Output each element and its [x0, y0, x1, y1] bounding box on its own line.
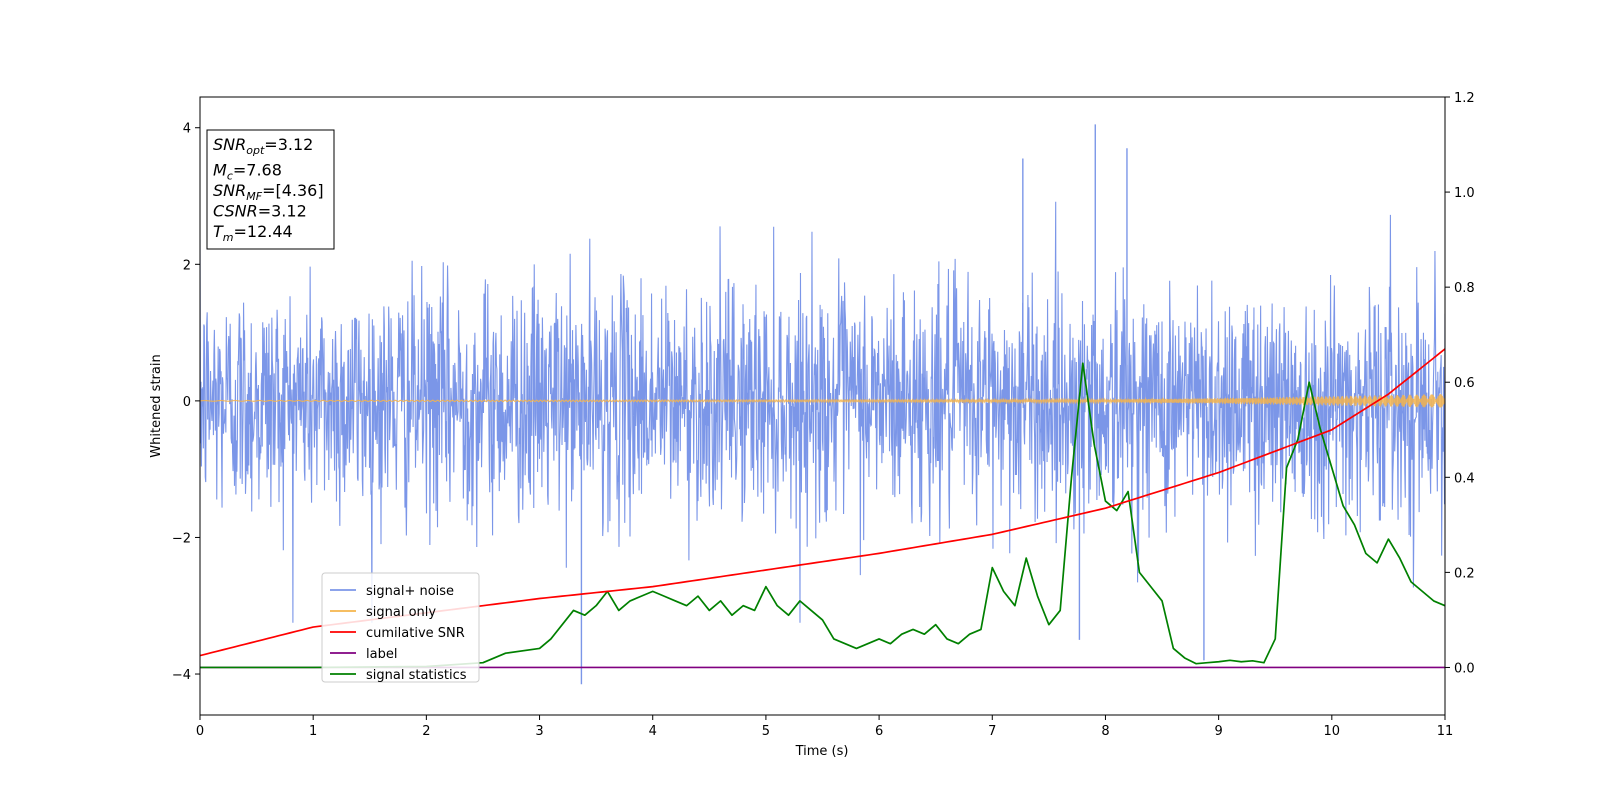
- series-signal-only: [200, 394, 1445, 408]
- y2-tick-label: 0.6: [1454, 376, 1475, 391]
- y-axis-right: 1.2 1.0 0.8 0.6 0.4 0.2 0.0: [1445, 91, 1475, 676]
- y-tick-label: 4: [183, 122, 191, 137]
- x-tick-label: 7: [988, 724, 996, 739]
- y2-tick-label: 0.2: [1454, 566, 1475, 581]
- x-tick-label: 3: [535, 724, 543, 739]
- x-tick-label: 10: [1324, 724, 1341, 739]
- y-tick-label: −2: [172, 531, 191, 546]
- x-tick-label: 1: [309, 724, 317, 739]
- annotation-box: SNRopt=3.12 Mc=7.68SNRMF=[4.36]CSNR=3.12T…: [206, 129, 335, 250]
- annotation-line: CSNR=3.12: [213, 202, 307, 221]
- y2-tick-label: 0.0: [1454, 661, 1475, 676]
- series-signal-noise: [200, 201, 1445, 623]
- x-tick-label: 9: [1214, 724, 1222, 739]
- legend-label: signal statistics: [366, 668, 467, 683]
- x-tick-label: 6: [875, 724, 883, 739]
- x-tick-label: 11: [1437, 724, 1454, 739]
- x-axis-label: Time (s): [795, 744, 849, 759]
- annotation-line: SNRMF=[4.36]: [213, 181, 324, 203]
- y-axis-left: 4 2 0 −2 −4: [172, 122, 200, 683]
- annotation-line: Mc=7.68: [213, 161, 282, 183]
- x-tick-label: 4: [649, 724, 657, 739]
- x-axis: 0 1 2 3 4 5 6 7 8 9 10 11: [196, 715, 1453, 739]
- y2-tick-label: 1.2: [1454, 91, 1475, 106]
- legend-label: cumilative SNR: [366, 626, 465, 641]
- legend-label: signal+ noise: [366, 584, 454, 599]
- plot-frame: [199, 96, 1446, 716]
- legend-label: label: [366, 647, 397, 662]
- legend-label: signal only: [366, 605, 436, 620]
- y-tick-label: 0: [183, 395, 191, 410]
- x-tick-label: 2: [422, 724, 430, 739]
- y2-tick-label: 0.8: [1454, 281, 1475, 296]
- y2-tick-label: 0.4: [1454, 471, 1475, 486]
- y-tick-label: 2: [183, 258, 191, 273]
- annotation-line: SNRopt=3.12: [213, 135, 313, 157]
- y-axis-label: Whitened strain: [149, 354, 164, 457]
- y2-tick-label: 1.0: [1454, 186, 1475, 201]
- x-tick-label: 8: [1101, 724, 1109, 739]
- legend: signal+ noise signal only cumilative SNR la…: [321, 572, 480, 683]
- annotation-line: Tm=12.44: [213, 222, 293, 244]
- y-tick-label: −4: [172, 668, 191, 683]
- x-tick-label: 5: [762, 724, 770, 739]
- x-tick-label: 0: [196, 724, 204, 739]
- series-signal-statistics: [200, 362, 1445, 669]
